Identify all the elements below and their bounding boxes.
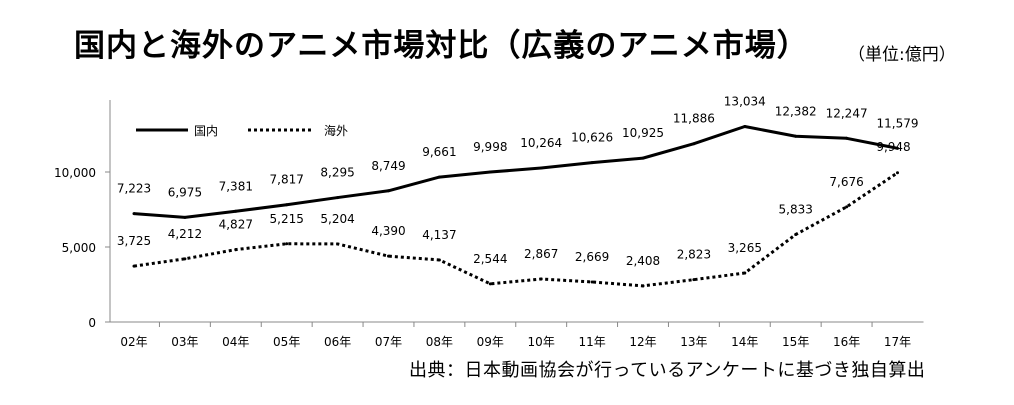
point-overseas (794, 233, 798, 237)
point-overseas (590, 280, 594, 284)
data-label-overseas: 4,827 (219, 218, 253, 232)
point-overseas (692, 278, 696, 282)
data-label-overseas: 5,215 (270, 212, 304, 226)
x-tick-label: 10年 (528, 335, 555, 349)
x-tick-label: 12年 (629, 335, 656, 349)
point-domestic (132, 212, 136, 216)
x-tick-label: 08年 (426, 335, 453, 349)
x-tick-label: 14年 (731, 335, 758, 349)
legend-label-domestic: 国内 (194, 124, 218, 138)
point-overseas (183, 257, 187, 261)
data-label-domestic: 7,223 (117, 182, 151, 196)
y-tick-label: 5,000 (62, 241, 96, 255)
unit-label: （単位:億円） (848, 45, 956, 65)
chart-title: 国内と海外のアニメ市場対比（広義のアニメ市場） (74, 28, 809, 64)
data-label-domestic: 10,626 (571, 131, 613, 145)
point-domestic (743, 124, 747, 128)
data-label-overseas: 7,676 (829, 175, 863, 189)
data-label-domestic: 8,749 (371, 159, 405, 173)
data-label-domestic: 8,295 (320, 166, 354, 180)
point-domestic (336, 196, 340, 200)
y-tick-label: 10,000 (54, 166, 96, 180)
series-line-overseas (133, 171, 899, 288)
data-label-overseas: 3,265 (728, 241, 762, 255)
point-domestic (896, 146, 899, 150)
data-label-overseas: 2,544 (473, 252, 507, 266)
data-label-domestic: 12,382 (775, 104, 817, 118)
point-overseas (285, 242, 289, 246)
data-label-domestic: 10,925 (622, 126, 664, 140)
x-tick-label: 07年 (375, 335, 402, 349)
point-domestic (590, 161, 594, 165)
point-overseas (387, 254, 390, 258)
x-tick-label: 04年 (222, 335, 249, 349)
x-tick-label: 06年 (324, 335, 351, 349)
data-label-overseas: 5,833 (779, 203, 813, 217)
point-domestic (234, 209, 238, 213)
data-label-overseas: 9,948 (876, 140, 910, 154)
x-tick-label: 05年 (273, 335, 300, 349)
series-line-domestic (133, 124, 898, 219)
data-label-domestic: 11,579 (877, 116, 919, 130)
x-tick-label: 11年 (578, 335, 605, 349)
data-label-overseas: 2,408 (626, 254, 660, 268)
point-domestic (183, 215, 187, 219)
data-label-domestic: 11,886 (673, 112, 715, 126)
data-label-domestic: 10,264 (520, 136, 562, 150)
data-label-overseas: 3,725 (117, 234, 151, 248)
point-overseas (132, 264, 136, 268)
data-label-domestic: 13,034 (724, 94, 766, 108)
x-tick-label: 15年 (782, 335, 809, 349)
data-label-domestic: 7,381 (219, 179, 253, 193)
data-label-domestic: 6,975 (168, 185, 202, 199)
data-label-overseas: 4,212 (168, 227, 202, 241)
point-domestic (641, 156, 645, 160)
data-label-domestic: 9,661 (422, 145, 456, 159)
data-label-overseas: 4,137 (422, 228, 456, 242)
point-domestic (285, 203, 289, 207)
point-overseas (488, 282, 492, 286)
point-domestic (387, 189, 390, 193)
x-tick-label: 16年 (833, 335, 860, 349)
point-domestic (488, 170, 492, 174)
source-note: 出典：日本動画協会が行っているアンケートに基づき独自算出 (409, 360, 926, 381)
point-overseas (743, 271, 747, 275)
data-label-domestic: 7,817 (270, 173, 304, 187)
legend-label-overseas: 海外 (324, 123, 348, 138)
point-overseas (437, 258, 441, 262)
point-domestic (539, 166, 543, 170)
point-domestic (692, 142, 696, 146)
data-label-domestic: 12,247 (826, 106, 868, 120)
x-tick-label: 02年 (120, 335, 147, 349)
x-tick-label: 13年 (680, 335, 707, 349)
point-overseas (234, 248, 238, 252)
point-overseas (641, 284, 645, 288)
data-label-overseas: 2,823 (677, 248, 711, 262)
data-label-overseas: 4,390 (371, 224, 405, 238)
point-overseas (845, 205, 849, 209)
point-domestic (794, 134, 798, 138)
data-label-overseas: 2,867 (524, 247, 558, 261)
data-label-overseas: 5,204 (320, 212, 354, 226)
point-overseas (896, 171, 899, 175)
y-tick-label: 0 (88, 316, 96, 330)
x-tick-label: 17年 (884, 335, 911, 349)
point-domestic (845, 136, 849, 140)
x-tick-label: 09年 (477, 335, 504, 349)
data-label-overseas: 2,669 (575, 250, 609, 264)
point-overseas (539, 277, 543, 281)
x-tick-label: 03年 (171, 335, 198, 349)
data-label-domestic: 9,998 (473, 140, 507, 154)
point-overseas (336, 242, 340, 246)
point-domestic (437, 175, 441, 179)
